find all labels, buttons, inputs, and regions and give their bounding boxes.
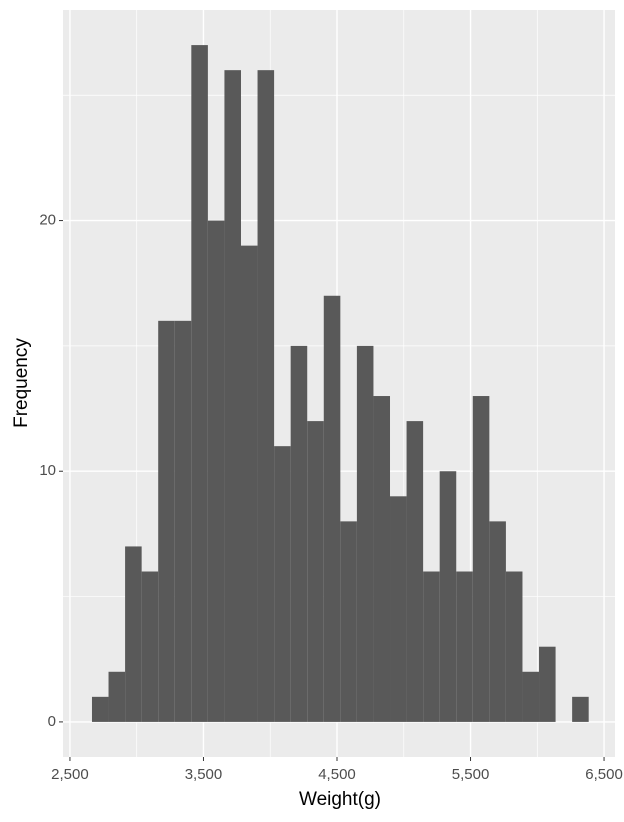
- bar: [91, 696, 109, 722]
- bar: [539, 646, 556, 722]
- bar: [439, 471, 457, 722]
- bar: [373, 396, 391, 722]
- bar: [125, 546, 142, 722]
- bar: [257, 70, 275, 722]
- bar: [158, 320, 175, 722]
- bar: [290, 345, 308, 722]
- bar: [108, 671, 126, 722]
- y-tick-label: 10: [39, 462, 56, 479]
- x-tick-label: 3,500: [185, 766, 223, 783]
- bar: [505, 571, 523, 722]
- y-tick-label: 0: [48, 713, 56, 730]
- bar: [572, 696, 589, 722]
- x-tick-label: 6,500: [585, 766, 623, 783]
- x-axis-title: Weight(g): [299, 789, 381, 810]
- bar: [522, 671, 540, 722]
- y-tick-label: 20: [39, 212, 56, 229]
- bar: [406, 421, 424, 722]
- bar: [207, 220, 225, 722]
- y-axis-title: Frequency: [11, 338, 32, 428]
- bar: [307, 421, 324, 722]
- x-tick-label: 5,500: [452, 766, 490, 783]
- bar: [323, 295, 341, 722]
- bar: [390, 496, 407, 722]
- bar: [456, 571, 473, 722]
- bar: [423, 571, 440, 722]
- bar: [274, 446, 291, 722]
- bar: [472, 396, 490, 722]
- bar: [340, 521, 357, 722]
- bar: [174, 320, 192, 722]
- x-tick-label: 4,500: [318, 766, 356, 783]
- bar: [489, 521, 506, 722]
- bar: [191, 45, 208, 722]
- bar: [141, 571, 159, 722]
- bar: [356, 345, 374, 722]
- bar: [224, 70, 241, 722]
- x-tick-label: 2,500: [51, 766, 89, 783]
- bar: [240, 245, 258, 722]
